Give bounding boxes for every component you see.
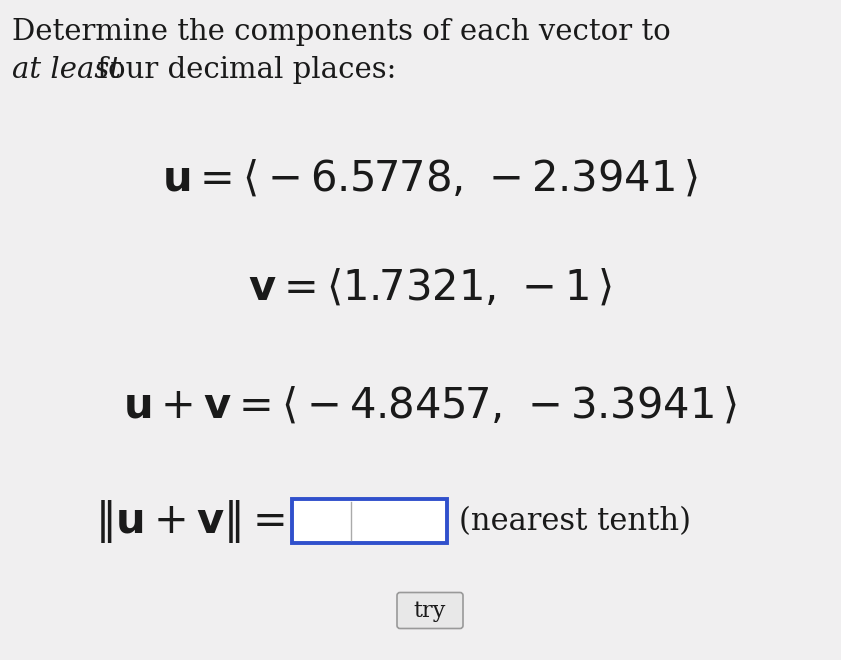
Text: $\|\mathbf{u} + \mathbf{v}\| =$: $\|\mathbf{u} + \mathbf{v}\| =$ <box>95 498 285 545</box>
Text: Determine the components of each vector to: Determine the components of each vector … <box>12 18 671 46</box>
Text: $\mathbf{u} = \left\langle -6.5778,\,-2.3941\, \right\rangle$: $\mathbf{u} = \left\langle -6.5778,\,-2.… <box>162 157 698 199</box>
Text: $\mathbf{u} + \mathbf{v} = \left\langle -4.8457,\,-3.3941\, \right\rangle$: $\mathbf{u} + \mathbf{v} = \left\langle … <box>123 385 737 427</box>
FancyBboxPatch shape <box>397 593 463 628</box>
Text: $\mathbf{v} = \left\langle 1.7321,\,-1\, \right\rangle$: $\mathbf{v} = \left\langle 1.7321,\,-1\,… <box>248 266 612 308</box>
Text: at least: at least <box>12 56 121 84</box>
Text: (nearest tenth): (nearest tenth) <box>459 506 691 537</box>
Text: try: try <box>414 599 447 622</box>
FancyBboxPatch shape <box>292 500 447 543</box>
Text: four decimal places:: four decimal places: <box>88 56 396 84</box>
